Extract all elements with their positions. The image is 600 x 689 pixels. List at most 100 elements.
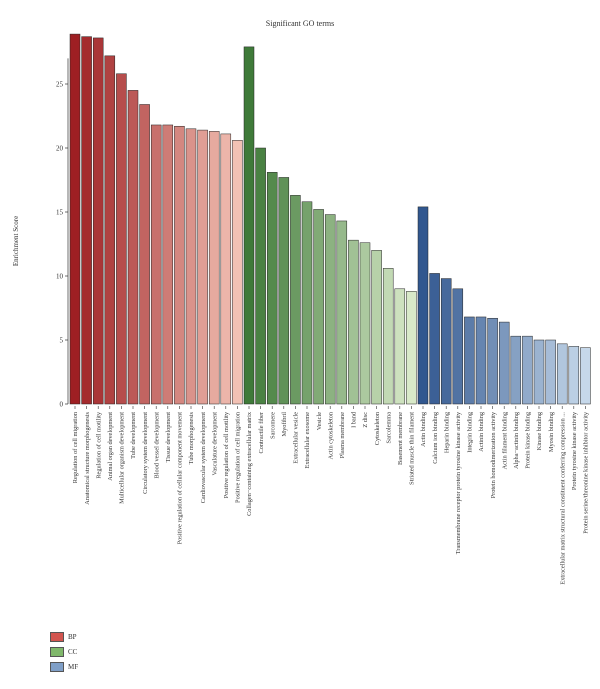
chart-title: Significant GO terms — [266, 19, 334, 28]
bar-bp — [104, 55, 116, 405]
x-tick-label: Protein tyrosine kinase activity — [571, 411, 578, 490]
bar-bp — [139, 104, 150, 405]
legend-item-cc: CC — [50, 645, 78, 659]
x-tick-label: Multicellular organism development — [119, 412, 126, 504]
bar-bp — [174, 125, 185, 405]
x-tick-label: Cytoskeleton — [374, 411, 381, 445]
bar-bp — [150, 124, 162, 405]
legend-item-mf: MF — [50, 660, 78, 674]
bar-mf — [556, 343, 568, 405]
x-tick-label: Extracellular exosome — [304, 412, 311, 469]
x-tick-label: Actin cytoskeleton — [327, 411, 334, 459]
x-tick-label: Sarcolemma — [385, 412, 392, 444]
x-tick-label: Integrin binding — [467, 411, 474, 453]
y-tick-label: 25 — [56, 81, 64, 89]
x-tick-label: Protein homodimerization activity — [490, 411, 497, 498]
bar-cc — [301, 201, 313, 405]
bar-cc — [406, 291, 417, 405]
x-tick-label: Contractile fiber — [258, 411, 265, 453]
bar-mf — [545, 339, 556, 405]
bar-cc — [348, 239, 359, 405]
bar-cc — [394, 288, 406, 405]
y-axis-label: Enrichment Score — [12, 216, 20, 266]
bar-mf — [510, 335, 522, 405]
x-tick-label: Tissue development — [165, 412, 172, 463]
x-tick-label: Anatomical structure morphogenesis — [84, 411, 91, 504]
x-tick-label: Basement membrane — [397, 412, 404, 465]
bars — [69, 33, 591, 405]
x-tick-label: Actin binding — [420, 411, 427, 447]
bar-bp — [127, 90, 139, 405]
x-tick-label: Actinin binding — [478, 411, 485, 452]
x-tick-label: Extracellular vesicle — [293, 412, 300, 464]
x-tick-label: Regulation of cell motility — [95, 411, 102, 478]
x-tick-label: Tube development — [130, 412, 137, 459]
bar-cc — [336, 220, 348, 405]
x-tick-label: Alpha−actinin binding — [513, 411, 520, 469]
bar-cc — [313, 209, 324, 405]
bar-bp — [116, 73, 127, 405]
x-tick-label: Plasma membrane — [339, 412, 346, 459]
x-tick-label: I band — [351, 411, 358, 428]
bar-mf — [522, 335, 533, 405]
x-tick-label: Striated muscle thin filament — [409, 412, 416, 485]
bar-bp — [185, 128, 197, 405]
x-tick-label: Extracellular matrix structural constitu… — [559, 412, 566, 585]
bar-cc — [266, 172, 278, 405]
x-tick-label: Collagen−containing extracellular matrix — [246, 411, 253, 516]
x-tick-label: Vasculature development — [211, 412, 218, 476]
legend: BP CC MF — [50, 630, 78, 675]
legend-item-bp: BP — [50, 630, 78, 644]
bar-mf — [475, 316, 487, 405]
x-tick-label: Z disc — [362, 412, 369, 428]
legend-label-bp: BP — [68, 633, 77, 641]
bar-cc — [324, 214, 336, 405]
bar-mf — [429, 273, 440, 405]
x-tick-label: Positive regulation of cellular componen… — [177, 412, 184, 545]
y-tick-label: 20 — [56, 145, 64, 153]
bar-bp — [232, 140, 243, 405]
x-tick-label: Calcium ion binding — [432, 411, 439, 464]
y-tick-label: 5 — [60, 337, 64, 345]
x-tick-label: Animal organ development — [107, 412, 114, 481]
bar-mf — [452, 288, 464, 405]
bar-bp — [92, 37, 104, 405]
x-tick-label: Kinase binding — [536, 411, 543, 450]
bar-cc — [278, 177, 290, 405]
legend-swatch-mf — [50, 662, 64, 672]
bar-mf — [487, 317, 498, 405]
x-tick-label: Vesicle — [316, 412, 323, 430]
x-tick-label: Sarcomere — [269, 412, 276, 439]
legend-swatch-bp — [50, 632, 64, 642]
bar-mf — [464, 316, 475, 405]
legend-label-mf: MF — [68, 663, 79, 671]
legend-label-cc: CC — [68, 648, 78, 656]
x-tick-label: Transmembrane receptor protein tyrosine … — [455, 411, 462, 554]
bar-mf — [568, 346, 580, 405]
bar-bp — [197, 129, 208, 405]
bar-mf — [533, 339, 545, 405]
bar-bp — [162, 124, 174, 405]
bar-bp — [220, 133, 232, 405]
bar-cc — [382, 268, 394, 405]
x-tick-label: Cardiovascular system development — [200, 412, 207, 504]
y-axis: 0 5 10 15 20 25 — [56, 58, 69, 409]
y-tick-label: 15 — [56, 209, 64, 217]
bar-bp — [81, 36, 92, 405]
x-tick-label: Actin filament binding — [501, 411, 508, 469]
y-tick-label: 0 — [60, 401, 64, 409]
bar-cc — [359, 242, 371, 405]
bar-mf — [580, 347, 591, 405]
bar-cc — [371, 250, 382, 405]
x-tick-label: Blood vessel development — [153, 412, 160, 479]
x-tick-label: Tube morphogenesis — [188, 411, 195, 464]
x-tick-label: Myosin binding — [548, 411, 555, 452]
x-tick-label: Protein serine/threonine kinase inhibito… — [583, 411, 590, 534]
bar-cc — [243, 46, 255, 405]
x-tick-label: Protein kinase binding — [525, 411, 532, 469]
x-tick-label: Myofibril — [281, 412, 288, 437]
bar-mf — [417, 206, 429, 405]
x-axis: Regulation of cell migration Anatomical s… — [72, 406, 590, 585]
